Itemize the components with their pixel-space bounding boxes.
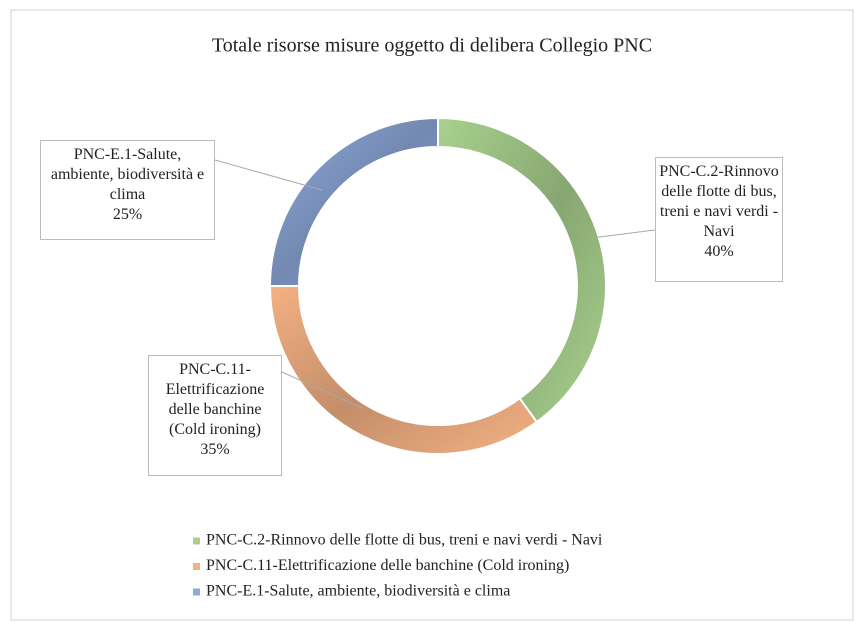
label-category: PNC-C.11-Elettrificazione delle banchine… xyxy=(165,361,265,438)
label-category: PNC-C.2-Rinnovo delle flotte di bus, tre… xyxy=(659,163,779,240)
donut-slice xyxy=(268,116,439,287)
legend-label: PNC-C.11-Elettrificazione delle banchine… xyxy=(206,557,569,574)
legend-swatch xyxy=(193,563,200,570)
callout-box: PNC-E.1-Salute, ambiente, biodiversità e… xyxy=(40,140,215,240)
leader-line xyxy=(214,159,323,191)
callout-box: PNC-C.2-Rinnovo delle flotte di bus, tre… xyxy=(655,157,783,282)
label-category: PNC-E.1-Salute, ambiente, biodiversità e… xyxy=(50,146,205,203)
data-label: PNC-C.11-Elettrificazione delle banchine… xyxy=(148,355,282,476)
leader-line xyxy=(281,371,363,409)
callout-box: PNC-C.11-Elettrificazione delle banchine… xyxy=(148,355,282,476)
chart-title: Totale risorse misure oggetto di deliber… xyxy=(212,35,652,57)
label-value: 40% xyxy=(704,243,734,260)
label-value: 25% xyxy=(112,206,143,223)
legend-label: PNC-C.2-Rinnovo delle flotte di bus, tre… xyxy=(206,532,603,549)
legend-swatch xyxy=(193,537,200,545)
chart-frame xyxy=(10,9,854,621)
legend-label: PNC-E.1-Salute, ambiente, biodiversità e… xyxy=(206,583,510,600)
leader-line xyxy=(591,229,656,239)
legend-swatch xyxy=(193,588,200,596)
data-label: PNC-C.2-Rinnovo delle flotte di bus, tre… xyxy=(655,157,783,282)
label-value: 35% xyxy=(200,441,230,458)
data-label: PNC-E.1-Salute, ambiente, biodiversità e… xyxy=(40,140,215,240)
